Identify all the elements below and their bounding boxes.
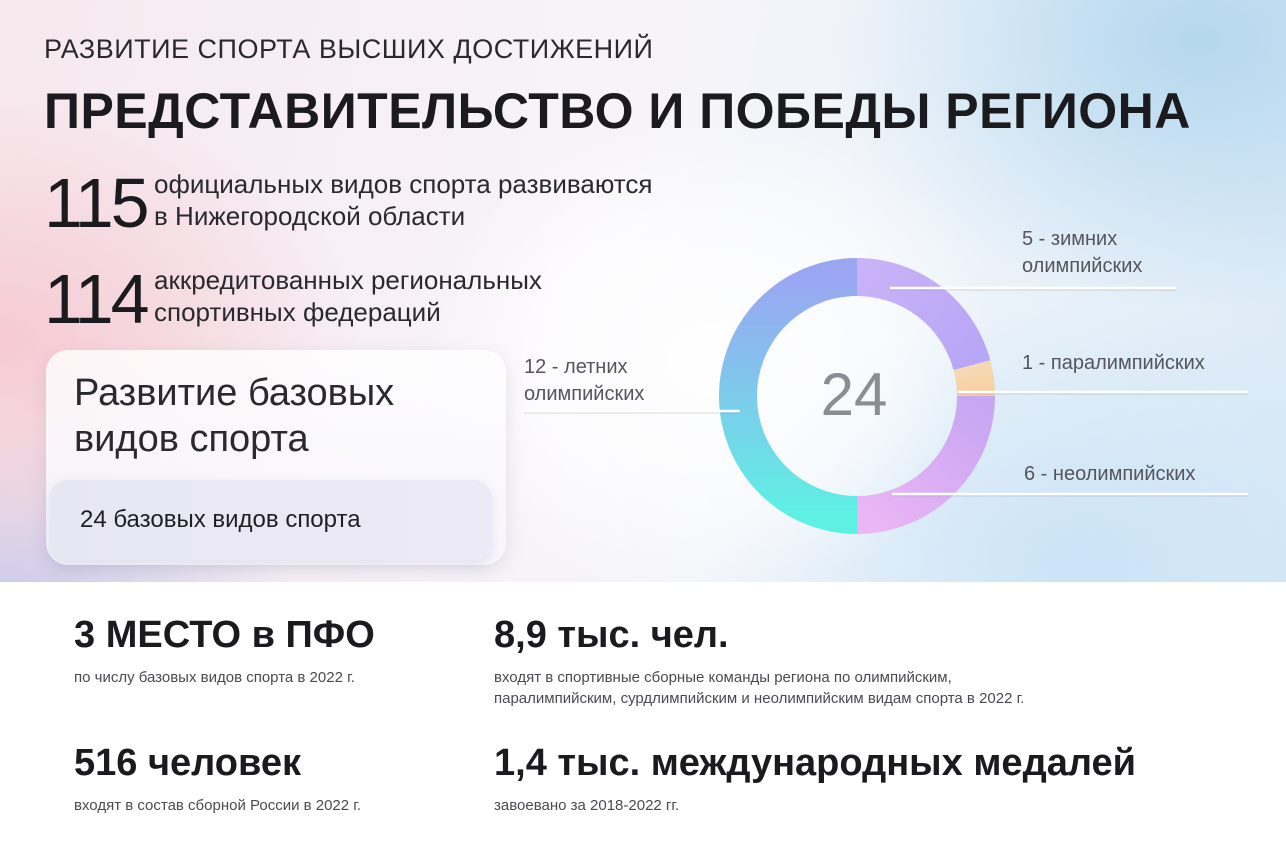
base-sports-chip: 24 базовых видов спорта [50,480,492,560]
donut-slice-paralympic [953,360,995,396]
fact-desc-line2: паралимпийским, сурдлимпийским и неолимп… [494,690,1025,707]
fact-desc: завоевано за 2018-2022 гг. [494,795,1136,816]
slice-label-summer: 12 - летних олимпийских [524,354,644,408]
page-eyebrow: РАЗВИТИЕ СПОРТА ВЫСШИХ ДОСТИЖЕНИЙ [44,34,654,64]
stat-desc-line1: официальных видов спорта развиваются [154,169,653,199]
stat-value: 114 [44,260,150,338]
slice-label-line1: 12 - летних [524,356,628,378]
stat-desc-line1: аккредитованных региональных [154,265,542,295]
donut-slice-winter [857,258,991,371]
stat-desc-line2: спортивных федераций [154,297,441,327]
donut-slice-summer [719,258,857,534]
chart-center-total: 24 [820,361,888,428]
fact-desc: по числу базовых видов спорта в 2022 г. [74,667,375,688]
slice-label-winter: 5 - зимних олимпийских [1022,226,1142,280]
stat-value: 115 [44,164,150,242]
fact-team-members: 8,9 тыс. чел. входят в спортивные сборны… [494,614,1024,709]
donut-chart [524,258,1248,534]
fact-medals: 1,4 тыс. международных медалей завоевано… [494,742,1136,816]
fact-russia-team: 516 человек входят в состав сборной Росс… [74,742,361,816]
fact-value: 516 человек [74,742,302,784]
slice-label-line1: 5 - зимних [1022,228,1118,250]
slice-label-line1: 1 - паралимпийских [1022,352,1205,374]
panel-title: Развитие базовых видов спорта [74,370,394,462]
fact-pfo-place: 3 МЕСТО в ПФО по числу базовых видов спо… [74,614,375,688]
stat-desc-line2: в Нижегородской области [154,201,466,231]
fact-desc-line1: по числу базовых видов спорта в 2022 г. [74,669,355,686]
fact-desc-line1: входят в спортивные сборные команды реги… [494,669,952,686]
slice-label-line2: олимпийских [1022,255,1143,277]
hero-section: РАЗВИТИЕ СПОРТА ВЫСШИХ ДОСТИЖЕНИЙ ПРЕДСТ… [0,0,1286,582]
base-sports-panel: Развитие базовых видов спорта 24 базовых… [46,350,506,565]
fact-desc: входят в состав сборной России в 2022 г. [74,795,361,816]
slice-label-line1: 6 - неолимпийских [1024,463,1196,485]
fact-value: 8,9 тыс. чел. [494,614,729,656]
fact-desc-line1: завоевано за 2018-2022 гг. [494,797,680,814]
slice-label-nonolympic: 6 - неолимпийских [1024,461,1195,488]
panel-title-line2: видов спорта [74,418,309,460]
slice-label-line2: олимпийских [524,383,645,405]
slice-label-paralympic: 1 - паралимпийских [1022,350,1205,377]
fact-desc: входят в спортивные сборные команды реги… [494,667,1024,709]
fact-value: 1,4 тыс. международных медалей [494,742,1136,784]
page-title: ПРЕДСТАВИТЕЛЬСТВО И ПОБЕДЫ РЕГИОНА [44,83,1191,139]
fact-value: 3 МЕСТО в ПФО [74,614,375,656]
donut-slice-nonolympic [857,396,995,534]
panel-title-line1: Развитие базовых [74,372,395,414]
chip-label: 24 базовых видов спорта [80,506,361,533]
fact-desc-line1: входят в состав сборной России в 2022 г. [74,797,362,814]
